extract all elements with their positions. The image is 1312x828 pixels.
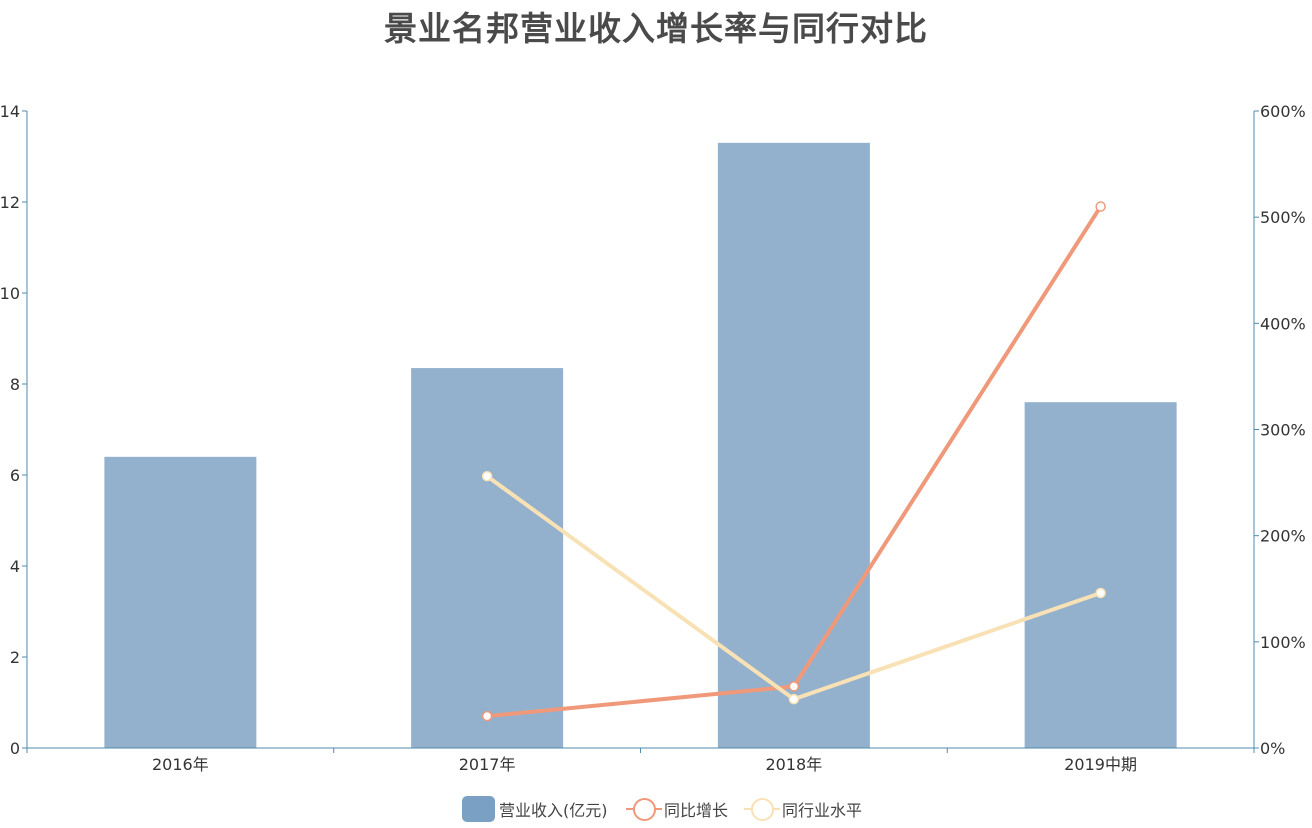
x-tick-label: 2018年 [766, 755, 823, 774]
bar [104, 456, 257, 748]
bar [1024, 402, 1177, 748]
right-tick-label: 600% [1260, 102, 1306, 121]
series-point [481, 470, 493, 482]
bar [411, 368, 564, 748]
series-point [1095, 587, 1106, 599]
right-tick-label: 200% [1260, 527, 1306, 546]
legend: 营业收入(亿元) 同比增长 同行业水平 [0, 792, 1312, 826]
legend-label-industry: 同行业水平 [782, 801, 863, 820]
left-tick-label: 6 [10, 466, 20, 485]
x-tick-label: 2019中期 [1064, 755, 1137, 774]
legend-item-growth[interactable]: 同比增长 [626, 792, 728, 826]
legend-label-growth: 同比增长 [664, 801, 729, 820]
series-point [788, 693, 800, 705]
right-tick-label: 500% [1260, 208, 1306, 227]
chart-plot: 0 2 4 6 8 10 12 14 0% 100% 200% 300% 400% 500% 600% 201… [0, 102, 1306, 774]
series-point [481, 710, 493, 722]
right-tick-label: 100% [1260, 633, 1306, 652]
x-tick-label: 2017年 [459, 755, 516, 774]
left-tick-label: 4 [10, 557, 20, 576]
legend-growth-swatch [626, 796, 662, 822]
right-tick-label: 0% [1260, 739, 1285, 758]
left-tick-label: 8 [10, 375, 20, 394]
legend-bar-swatch [462, 796, 495, 822]
left-tick-label: 0 [10, 739, 20, 758]
chart-title: 景业名邦营业收入增长率与同行对比 [384, 9, 928, 48]
x-tick-label: 2016年 [152, 755, 209, 774]
legend-item-industry[interactable]: 同行业水平 [744, 792, 862, 826]
left-tick-label: 2 [10, 648, 20, 667]
right-tick-label: 300% [1260, 421, 1306, 440]
legend-item-revenue[interactable]: 营业收入(亿元) [462, 792, 608, 826]
bar [717, 142, 870, 749]
series-point [788, 681, 800, 692]
left-tick-label: 10 [0, 284, 20, 303]
left-tick-label: 14 [0, 102, 20, 121]
legend-label-revenue: 营业收入(亿元) [499, 801, 608, 820]
left-tick-label: 12 [0, 193, 20, 212]
right-tick-label: 400% [1260, 314, 1306, 333]
series-point [1095, 201, 1106, 212]
legend-industry-swatch [744, 796, 780, 822]
